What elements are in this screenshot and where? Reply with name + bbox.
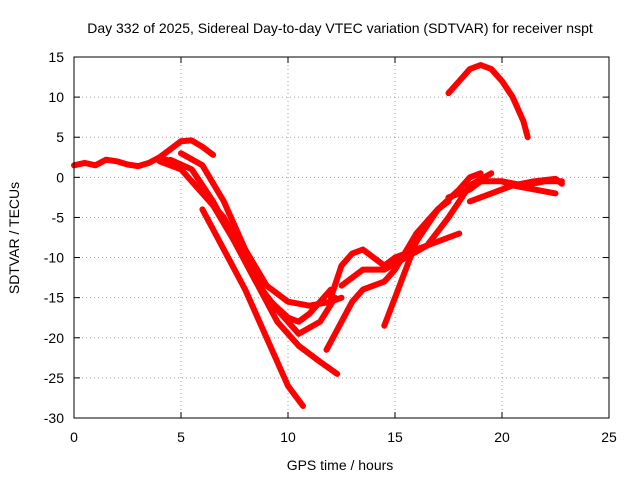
series-track-3 xyxy=(156,158,334,325)
y-tick-label: 10 xyxy=(48,89,64,105)
series-track-8 xyxy=(327,246,398,301)
grid xyxy=(74,57,609,418)
x-tick-label: 25 xyxy=(601,429,617,445)
plot-area xyxy=(71,62,565,409)
series-track-9 xyxy=(323,170,484,353)
series-track-5 xyxy=(178,150,345,309)
y-tick-label: 0 xyxy=(56,169,64,185)
y-tick-label: -30 xyxy=(44,410,64,426)
y-tick-label: -25 xyxy=(44,370,64,386)
y-tick-label: -20 xyxy=(44,330,64,346)
y-tick-label: -10 xyxy=(44,250,64,266)
x-tick-label: 10 xyxy=(280,429,296,445)
series-track-13 xyxy=(445,62,531,141)
y-tick-label: -15 xyxy=(44,290,64,306)
x-axis-label: GPS time / hours xyxy=(287,457,394,473)
x-tick-label: 20 xyxy=(494,429,510,445)
y-axis-label: SDTVAR / TECUs xyxy=(6,182,22,294)
y-tick-label: 5 xyxy=(56,129,64,145)
series-track-12 xyxy=(392,230,463,261)
chart-title: Day 332 of 2025, Sidereal Day-to-day VTE… xyxy=(87,20,593,36)
series-track-1 xyxy=(71,154,174,170)
x-tick-label: 0 xyxy=(70,429,78,445)
plot-frame xyxy=(73,56,610,419)
series-track-7 xyxy=(210,202,341,377)
x-tick-label: 5 xyxy=(177,429,185,445)
series-track-6 xyxy=(199,206,306,409)
y-tick-label: 15 xyxy=(48,49,64,65)
x-tick-label: 15 xyxy=(387,429,403,445)
series-track-2 xyxy=(156,137,217,161)
series-track-16 xyxy=(499,175,565,189)
series-track-11 xyxy=(381,198,452,329)
axis-ticks: 0 5 10 15 20 25 -30 -25 -20 -15 -10 -5 0 5 10 15 xyxy=(44,49,617,445)
y-tick-label: -5 xyxy=(52,209,65,225)
